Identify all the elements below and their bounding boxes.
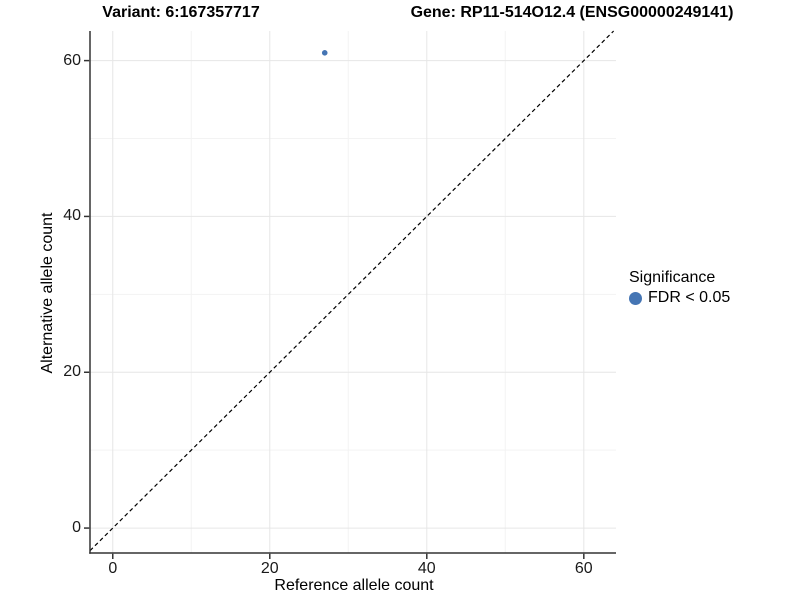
y-tick-label: 20 xyxy=(63,363,81,381)
data-point xyxy=(321,50,328,56)
gene-title: Gene: RP11-514O12.4 (ENSG00000249141) xyxy=(410,4,734,21)
legend: Significance FDR < 0.05 xyxy=(629,269,730,307)
y-tick-label: 0 xyxy=(72,519,81,537)
legend-point-icon xyxy=(629,291,642,305)
x-tick-label: 40 xyxy=(417,560,436,577)
y-axis-label: Alternative allele count xyxy=(39,212,56,374)
legend-entry: FDR < 0.05 xyxy=(629,289,730,307)
x-axis-label: Reference allele count xyxy=(274,577,434,594)
identity-line xyxy=(89,30,615,552)
x-tick-label: 60 xyxy=(574,560,593,577)
y-tick-label: 60 xyxy=(63,51,81,69)
legend-title: Significance xyxy=(629,269,716,286)
x-tick-label: 20 xyxy=(260,560,279,577)
y-tick-label: 40 xyxy=(63,207,81,225)
variant-title: Variant: 6:167357717 xyxy=(102,4,260,21)
legend-entry-label: FDR < 0.05 xyxy=(648,289,731,306)
x-tick-label: 0 xyxy=(108,560,118,577)
